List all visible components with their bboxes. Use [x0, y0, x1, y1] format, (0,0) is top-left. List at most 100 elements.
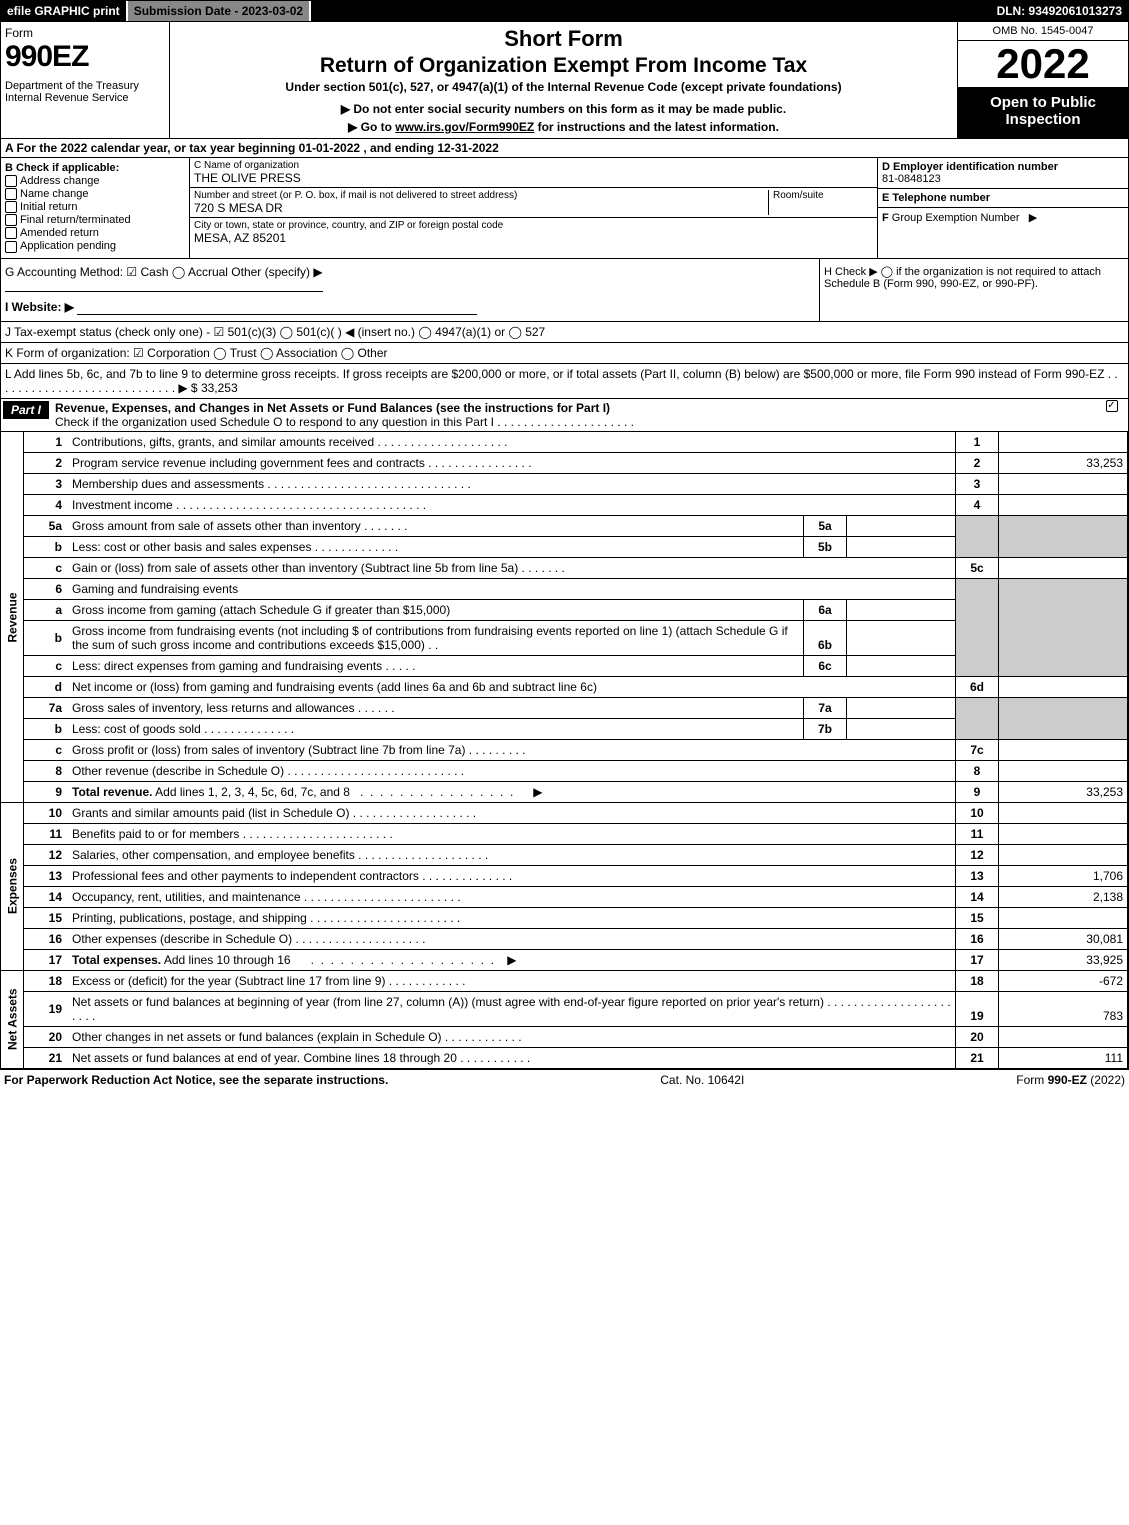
line-5b-num: b: [24, 536, 69, 557]
line-8-amt: [999, 760, 1128, 781]
lbl-amended-return: Amended return: [20, 227, 99, 239]
line-19-desc: Net assets or fund balances at beginning…: [68, 991, 956, 1026]
expenses-side-label: Expenses: [1, 802, 24, 970]
ssn-warning: ▶ Do not enter social security numbers o…: [176, 102, 951, 116]
line-15-amt: [999, 907, 1128, 928]
chk-application-pending[interactable]: [5, 241, 17, 253]
lbl-address-change: Address change: [20, 175, 100, 187]
line-2-rn: 2: [956, 452, 999, 473]
line-11-desc: Benefits paid to or for members . . . . …: [68, 823, 956, 844]
line-6d-num: d: [24, 676, 69, 697]
efile-label: efile GRAPHIC print: [1, 1, 128, 21]
line-12-amt: [999, 844, 1128, 865]
line-5b-sv: [847, 536, 956, 557]
line-5a-desc: Gross amount from sale of assets other t…: [68, 515, 804, 536]
street-label: Number and street (or P. O. box, if mail…: [194, 190, 768, 201]
short-form-title: Short Form: [176, 26, 951, 52]
row-g-accounting: G Accounting Method: ☑ Cash ◯ Accrual Ot…: [5, 265, 323, 292]
omb-number: OMB No. 1545-0047: [958, 22, 1128, 41]
chk-name-change[interactable]: [5, 188, 17, 200]
line-18-num: 18: [24, 970, 69, 991]
line-10-num: 10: [24, 802, 69, 823]
line-4-num: 4: [24, 494, 69, 515]
chk-schedule-o[interactable]: [1106, 400, 1118, 412]
line-11-amt: [999, 823, 1128, 844]
ein-value: 81-0848123: [882, 173, 1124, 185]
subtitle: Under section 501(c), 527, or 4947(a)(1)…: [176, 80, 951, 94]
col-b-head: B Check if applicable:: [5, 162, 185, 174]
line-6c-num: c: [24, 655, 69, 676]
irs-link[interactable]: www.irs.gov/Form990EZ: [395, 120, 534, 134]
line-18-rn: 18: [956, 970, 999, 991]
row-k-org-form: K Form of organization: ☑ Corporation ◯ …: [1, 343, 1128, 364]
line-7b-desc: Less: cost of goods sold . . . . . . . .…: [68, 718, 804, 739]
line-12-num: 12: [24, 844, 69, 865]
line-2-desc: Program service revenue including govern…: [68, 452, 956, 473]
lbl-name-change: Name change: [20, 188, 89, 200]
submission-date: Submission Date - 2023-03-02: [128, 1, 311, 21]
line-6b-sn: 6b: [804, 620, 847, 655]
city-label: City or town, state or province, country…: [194, 220, 873, 231]
line-16-desc: Other expenses (describe in Schedule O) …: [68, 928, 956, 949]
line-21-rn: 21: [956, 1047, 999, 1068]
line-7c-num: c: [24, 739, 69, 760]
line-17-amt: 33,925: [999, 949, 1128, 970]
line-6abc-grey: [956, 578, 999, 676]
line-16-amt: 30,081: [999, 928, 1128, 949]
line-15-num: 15: [24, 907, 69, 928]
line-9-desc: Total revenue. Add lines 1, 2, 3, 4, 5c,…: [68, 781, 956, 802]
line-10-amt: [999, 802, 1128, 823]
chk-amended-return[interactable]: [5, 227, 17, 239]
line-14-rn: 14: [956, 886, 999, 907]
line-8-num: 8: [24, 760, 69, 781]
line-12-rn: 12: [956, 844, 999, 865]
footer-cat: Cat. No. 10642I: [660, 1073, 744, 1087]
line-5c-num: c: [24, 557, 69, 578]
line-13-num: 13: [24, 865, 69, 886]
street-value: 720 S MESA DR: [194, 201, 768, 215]
line-7c-rn: 7c: [956, 739, 999, 760]
line-2-num: 2: [24, 452, 69, 473]
line-17-num: 17: [24, 949, 69, 970]
footer-right: Form 990-EZ (2022): [1016, 1073, 1125, 1087]
line-6a-sv: [847, 599, 956, 620]
line-20-desc: Other changes in net assets or fund bala…: [68, 1026, 956, 1047]
part-1-header: Part I Revenue, Expenses, and Changes in…: [1, 399, 1128, 432]
line-5a-num: 5a: [24, 515, 69, 536]
line-1-num: 1: [24, 432, 69, 453]
line-3-desc: Membership dues and assessments . . . . …: [68, 473, 956, 494]
line-14-amt: 2,138: [999, 886, 1128, 907]
line-7a-sv: [847, 697, 956, 718]
line-5b-desc: Less: cost or other basis and sales expe…: [68, 536, 804, 557]
lbl-initial-return: Initial return: [20, 201, 77, 213]
line-9-rn: 9: [956, 781, 999, 802]
row-l-gross-receipts: L Add lines 5b, 6c, and 7b to line 9 to …: [1, 364, 1128, 399]
line-7b-sn: 7b: [804, 718, 847, 739]
instructions-link: ▶ Go to www.irs.gov/Form990EZ for instru…: [176, 120, 951, 134]
line-11-rn: 11: [956, 823, 999, 844]
chk-initial-return[interactable]: [5, 201, 17, 213]
line-7b-num: b: [24, 718, 69, 739]
line-7ab-grey: [956, 697, 999, 739]
line-20-num: 20: [24, 1026, 69, 1047]
chk-address-change[interactable]: [5, 175, 17, 187]
section-b-through-f: B Check if applicable: Address change Na…: [1, 158, 1128, 259]
line-9-amt: 33,253: [999, 781, 1128, 802]
line-9-num: 9: [24, 781, 69, 802]
line-7a-desc: Gross sales of inventory, less returns a…: [68, 697, 804, 718]
line-2-amt: 33,253: [999, 452, 1128, 473]
department-label: Department of the Treasury Internal Reve…: [5, 80, 165, 104]
line-19-rn: 19: [956, 991, 999, 1026]
row-j-tax-exempt: J Tax-exempt status (check only one) - ☑…: [1, 322, 1128, 343]
line-5ab-grey-amt: [999, 515, 1128, 557]
line-6c-sn: 6c: [804, 655, 847, 676]
chk-final-return[interactable]: [5, 214, 17, 226]
line-8-desc: Other revenue (describe in Schedule O) .…: [68, 760, 956, 781]
line-21-num: 21: [24, 1047, 69, 1068]
line-21-desc: Net assets or fund balances at end of ye…: [68, 1047, 956, 1068]
row-h-schedule-b: H Check ▶ ◯ if the organization is not r…: [819, 259, 1128, 321]
line-6a-sn: 6a: [804, 599, 847, 620]
line-8-rn: 8: [956, 760, 999, 781]
line-17-rn: 17: [956, 949, 999, 970]
line-7ab-grey-amt: [999, 697, 1128, 739]
